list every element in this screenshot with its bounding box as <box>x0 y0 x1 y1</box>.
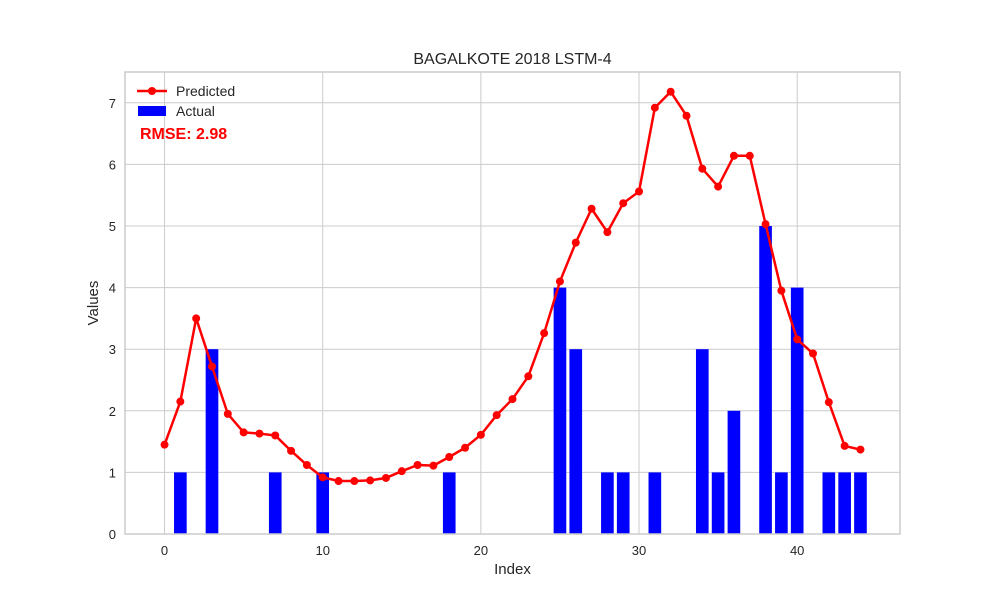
x-tick-label: 10 <box>315 543 329 558</box>
predicted-point <box>207 362 216 371</box>
predicted-point <box>461 443 470 452</box>
predicted-point <box>239 428 248 437</box>
actual-bars <box>174 226 867 534</box>
predicted-point <box>350 477 359 486</box>
y-tick-label: 4 <box>109 281 116 296</box>
predicted-point <box>160 440 169 449</box>
predicted-point <box>682 111 691 120</box>
grid <box>125 72 900 535</box>
y-axis-label: Values <box>85 281 102 326</box>
predicted-point <box>476 430 485 439</box>
predicted-point <box>318 473 327 482</box>
predicted-point <box>176 397 185 406</box>
predicted-point <box>540 329 549 338</box>
actual-bar <box>268 472 282 534</box>
actual-bar <box>854 472 867 534</box>
plot-frame <box>124 71 901 535</box>
predicted-point <box>508 395 517 404</box>
actual-bar <box>616 472 630 534</box>
predicted-point <box>698 164 707 173</box>
y-tick-label: 7 <box>109 96 116 111</box>
predicted-point <box>302 461 311 470</box>
actual-bar <box>316 472 330 534</box>
chart-title: BAGALKOTE 2018 LSTM-4 <box>413 51 611 68</box>
actual-bar <box>695 349 709 534</box>
actual-bar <box>601 472 614 534</box>
predicted-point <box>729 151 738 160</box>
y-tick-label: 2 <box>109 404 116 419</box>
predicted-point <box>714 182 723 191</box>
predicted-point <box>856 445 865 454</box>
actual-bar <box>569 349 583 534</box>
x-tick-label: 0 <box>161 543 168 558</box>
predicted-point <box>381 473 390 482</box>
predicted-point <box>334 477 343 486</box>
actual-bar <box>759 226 772 534</box>
predicted-point <box>413 461 422 470</box>
legend-predicted-marker-icon <box>148 87 156 95</box>
legend: Predicted Actual <box>137 83 235 119</box>
rmse-annotation: RMSE: 2.98 <box>140 126 227 143</box>
actual-bar <box>442 472 456 534</box>
y-tick-label: 5 <box>109 219 116 234</box>
legend-actual-swatch-icon <box>138 106 166 116</box>
actual-bar <box>822 472 836 534</box>
x-axis-label: Index <box>494 561 531 578</box>
predicted-point <box>192 314 201 323</box>
predicted-point <box>603 228 612 237</box>
predicted-point <box>777 286 786 295</box>
predicted-point <box>619 199 628 208</box>
actual-bar <box>711 472 725 534</box>
predicted-point <box>271 431 280 440</box>
predicted-point <box>824 398 833 407</box>
predicted-point <box>650 103 659 112</box>
y-tick-label: 3 <box>109 342 116 357</box>
axes: 0 10 20 30 40 0 1 2 3 4 5 6 7 <box>109 71 901 558</box>
y-tick-label: 6 <box>109 157 116 172</box>
actual-bar <box>838 472 851 534</box>
legend-actual-label: Actual <box>176 103 215 119</box>
x-tick-label: 20 <box>474 543 488 558</box>
predicted-point <box>745 151 754 160</box>
predicted-point <box>587 204 596 213</box>
predicted-point <box>255 429 264 438</box>
predicted-point <box>666 87 675 96</box>
predicted-point <box>761 220 770 229</box>
predicted-point <box>555 277 564 286</box>
predicted-point <box>445 453 454 461</box>
actual-bar <box>205 349 219 534</box>
x-tick-label: 40 <box>790 543 804 558</box>
predicted-point <box>287 446 296 455</box>
predicted-point <box>397 467 406 476</box>
actual-bar <box>775 472 788 534</box>
actual-bar <box>727 410 741 534</box>
y-tick-label: 0 <box>109 527 116 542</box>
predicted-point <box>524 372 533 381</box>
predicted-point <box>366 476 375 485</box>
x-tick-label: 30 <box>632 543 646 558</box>
predicted-point <box>571 238 580 247</box>
actual-bar <box>790 287 804 534</box>
predicted-point <box>840 441 849 450</box>
predicted-series-line <box>163 90 861 483</box>
predicted-point <box>429 461 438 470</box>
y-tick-label: 1 <box>109 465 116 480</box>
predicted-point <box>635 187 644 196</box>
actual-bar <box>553 287 567 534</box>
predicted-point <box>223 409 232 418</box>
predicted-line <box>160 87 865 486</box>
actual-bar <box>174 472 187 534</box>
predicted-point <box>492 411 501 420</box>
legend-predicted-label: Predicted <box>176 83 235 99</box>
predicted-point <box>809 349 818 358</box>
actual-bar <box>648 472 662 534</box>
predicted-point <box>793 335 802 344</box>
